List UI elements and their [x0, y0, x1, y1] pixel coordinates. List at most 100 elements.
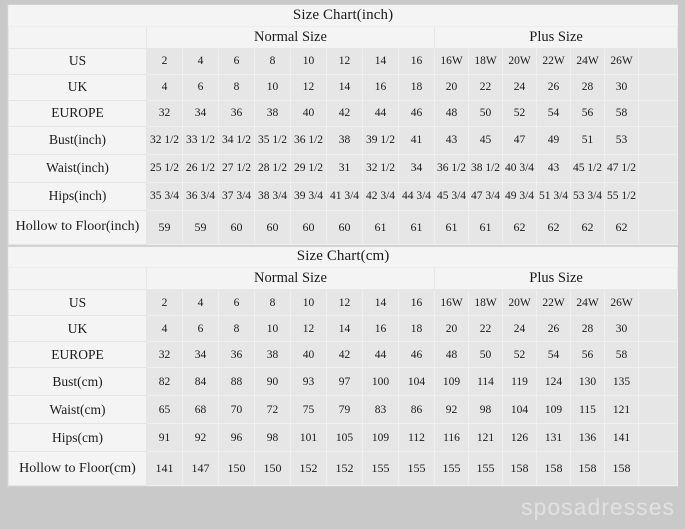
data-cell: 16	[398, 47, 435, 75]
row-trailing-cell	[637, 423, 679, 452]
data-cell: 14	[362, 47, 399, 75]
data-cell: 31	[326, 153, 363, 183]
data-cell: 98	[468, 395, 503, 424]
table-row: Waist(cm) 65 68 70 72 75 79 83 86 92 98 104 109 115 12…	[8, 395, 679, 424]
data-cell: 20	[434, 73, 469, 101]
data-cell: 53 3/4	[570, 181, 605, 211]
data-cell: 12	[290, 73, 327, 101]
data-cell: 150	[254, 451, 291, 486]
data-cell: 32 1/2	[362, 153, 399, 183]
data-cell: 90	[254, 367, 291, 396]
data-cell: 135	[604, 367, 639, 396]
data-cell: 28 1/2	[254, 153, 291, 183]
title-row: Size Chart(cm)	[7, 246, 679, 268]
data-cell: 24	[502, 315, 537, 342]
data-cell: 82	[146, 367, 183, 396]
data-cell: 86	[398, 395, 435, 424]
data-cell: 52	[502, 341, 537, 368]
data-cell: 61	[398, 209, 435, 245]
data-cell: 72	[254, 395, 291, 424]
table-row: UK 4 6 8 10 12 14 16 18 20 22 24 26 28 30	[8, 315, 679, 342]
data-cell: 112	[398, 423, 435, 452]
row-trailing-cell	[637, 153, 679, 183]
data-cell: 26 1/2	[182, 153, 219, 183]
row-label: US	[8, 47, 147, 75]
data-cell: 58	[604, 99, 639, 127]
data-cell: 16W	[434, 47, 469, 75]
data-cell: 104	[502, 395, 537, 424]
group-header-normal-size: Normal Size	[146, 25, 435, 49]
data-cell: 36 1/2	[290, 125, 327, 155]
data-cell: 96	[218, 423, 255, 452]
data-cell: 22	[468, 73, 503, 101]
title-row: Size Chart(inch)	[7, 5, 679, 27]
data-cell: 22W	[536, 289, 571, 316]
data-cell: 60	[290, 209, 327, 245]
data-cell: 36	[218, 99, 255, 127]
data-cell: 20W	[502, 47, 537, 75]
data-cell: 18W	[468, 47, 503, 75]
data-cell: 28	[570, 73, 605, 101]
row-label: Bust(inch)	[8, 125, 147, 155]
data-cell: 26	[536, 315, 571, 342]
table-row: UK 4 6 8 10 12 14 16 18 20 22 24 26 28 30	[8, 73, 679, 101]
chart-title: Size Chart(cm)	[7, 246, 679, 268]
data-cell: 121	[468, 423, 503, 452]
data-cell: 28	[570, 315, 605, 342]
group-corner-cell	[8, 25, 147, 49]
size-chart-cm: Size Chart(cm) Normal Size Plus Size US 2 4 6 8…	[7, 245, 679, 487]
data-cell: 150	[218, 451, 255, 486]
row-label: Hollow to Floor(inch)	[8, 209, 147, 245]
data-cell: 92	[434, 395, 469, 424]
watermark-text: sposadresses	[521, 494, 675, 520]
data-cell: 152	[326, 451, 363, 486]
row-trailing-cell	[637, 73, 679, 101]
data-cell: 41 3/4	[326, 181, 363, 211]
data-cell: 60	[326, 209, 363, 245]
row-trailing-cell	[637, 125, 679, 155]
data-cell: 2	[146, 289, 183, 316]
data-cell: 37 3/4	[218, 181, 255, 211]
data-cell: 109	[536, 395, 571, 424]
data-cell: 10	[254, 73, 291, 101]
data-cell: 62	[570, 209, 605, 245]
size-table-cm: Size Chart(cm) Normal Size Plus Size US 2 4 6 8…	[7, 246, 679, 486]
row-trailing-cell	[637, 47, 679, 75]
table-row: Waist(inch) 25 1/2 26 1/2 27 1/2 28 1/2 29 1/…	[8, 153, 679, 183]
table-row: Bust(inch) 32 1/2 33 1/2 34 1/2 35 1/2 36 1/2…	[8, 125, 679, 155]
data-cell: 44 3/4	[398, 181, 435, 211]
data-cell: 26	[536, 73, 571, 101]
data-cell: 155	[362, 451, 399, 486]
data-cell: 48	[434, 99, 469, 127]
data-cell: 109	[362, 423, 399, 452]
data-cell: 25 1/2	[146, 153, 183, 183]
data-cell: 36	[218, 341, 255, 368]
data-cell: 20W	[502, 289, 537, 316]
data-cell: 84	[182, 367, 219, 396]
data-cell: 47 1/2	[604, 153, 639, 183]
data-cell: 18W	[468, 289, 503, 316]
data-cell: 75	[290, 395, 327, 424]
table-row: Hollow to Floor(cm) 141 147 150 150 152 152 155…	[8, 451, 679, 486]
data-cell: 126	[502, 423, 537, 452]
data-cell: 59	[182, 209, 219, 245]
data-cell: 35 1/2	[254, 125, 291, 155]
group-header-row: Normal Size Plus Size	[8, 25, 679, 49]
data-cell: 35 3/4	[146, 181, 183, 211]
data-cell: 53	[604, 125, 639, 155]
data-cell: 98	[254, 423, 291, 452]
data-cell: 8	[254, 47, 291, 75]
data-cell: 24	[502, 73, 537, 101]
data-cell: 44	[362, 341, 399, 368]
data-cell: 131	[536, 423, 571, 452]
row-trailing-cell	[637, 315, 679, 342]
data-cell: 97	[326, 367, 363, 396]
data-cell: 32	[146, 341, 183, 368]
data-cell: 18	[398, 73, 435, 101]
row-label: EUROPE	[8, 99, 147, 127]
data-cell: 34	[398, 153, 435, 183]
size-table-inch: Size Chart(inch) Normal Size Plus Size US 2 4…	[7, 5, 679, 245]
data-cell: 152	[290, 451, 327, 486]
data-cell: 14	[362, 289, 399, 316]
data-cell: 14	[326, 315, 363, 342]
